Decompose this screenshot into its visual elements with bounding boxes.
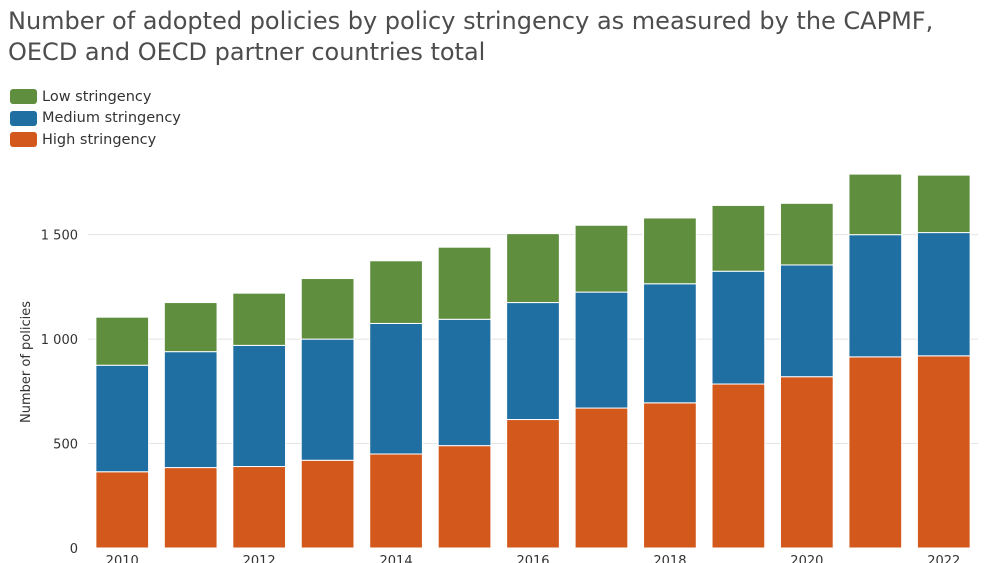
bar-segment[interactable] — [574, 224, 629, 293]
bar-group-2011 — [163, 302, 218, 549]
bar-segment[interactable] — [779, 202, 834, 266]
bar-group-2019 — [711, 204, 766, 549]
x-tick-label: 2016 — [516, 554, 549, 563]
bar-group-2021 — [848, 173, 903, 549]
y-axis-title: Number of policies — [19, 301, 34, 423]
x-tick-label: 2020 — [790, 554, 823, 563]
bar-segment[interactable] — [232, 292, 287, 346]
bar-segment[interactable] — [95, 316, 150, 366]
bar-group-2018 — [643, 217, 697, 549]
bar-segment[interactable] — [437, 246, 492, 320]
bar-group-2013 — [300, 278, 355, 549]
bar-segment[interactable] — [506, 419, 560, 549]
bar-segment[interactable] — [506, 302, 560, 421]
bars — [95, 173, 971, 549]
bar-segment[interactable] — [643, 283, 697, 404]
bar-segment[interactable] — [369, 453, 423, 549]
bar-segment[interactable] — [916, 232, 971, 357]
legend-label-medium: Medium stringency — [42, 110, 181, 127]
bar-segment[interactable] — [574, 407, 629, 549]
bar-segment[interactable] — [300, 459, 355, 549]
bar-segment[interactable] — [848, 173, 903, 236]
bar-group-2017 — [574, 224, 629, 549]
bar-segment[interactable] — [848, 234, 903, 358]
bar-segment[interactable] — [506, 233, 560, 304]
bar-segment[interactable] — [848, 356, 903, 549]
bar-segment[interactable] — [163, 467, 218, 549]
legend-label-high: High stringency — [42, 131, 157, 148]
bar-segment[interactable] — [232, 466, 287, 549]
bar-segment[interactable] — [300, 278, 355, 340]
y-tick-label: 0 — [70, 542, 78, 557]
x-tick-label: 2018 — [653, 554, 686, 563]
bar-group-2014 — [369, 260, 423, 549]
bar-group-2020 — [779, 202, 834, 549]
bar-group-2012 — [232, 292, 287, 549]
legend-swatch-medium — [10, 110, 37, 126]
legend-swatch-high — [10, 132, 37, 148]
bar-group-2015 — [437, 246, 492, 549]
bar-segment[interactable] — [437, 318, 492, 447]
bar-segment[interactable] — [437, 445, 492, 549]
chart-title: Number of adopted policies by policy str… — [8, 7, 934, 66]
bar-segment[interactable] — [95, 364, 150, 473]
bar-segment[interactable] — [163, 351, 218, 469]
bar-segment[interactable] — [643, 402, 697, 549]
bar-segment[interactable] — [163, 302, 218, 353]
bar-segment[interactable] — [300, 338, 355, 461]
bar-segment[interactable] — [711, 383, 766, 549]
legend-swatch-low — [10, 89, 37, 105]
bar-segment[interactable] — [95, 471, 150, 549]
x-tick-label: 2022 — [927, 554, 960, 563]
bar-segment[interactable] — [779, 376, 834, 549]
bar-segment[interactable] — [916, 355, 971, 549]
bar-segment[interactable] — [369, 260, 423, 324]
y-tick-label: 500 — [53, 438, 78, 453]
legend-label-low: Low stringency — [42, 88, 152, 105]
bar-segment[interactable] — [643, 217, 697, 285]
legend-item-high[interactable]: High stringency — [10, 129, 181, 151]
x-tick-label: 2010 — [106, 554, 139, 563]
bar-group-2016 — [506, 233, 560, 549]
bar-group-2010 — [95, 316, 150, 549]
axes: 0 500 1 000 1 500 2010 2012 2014 2016 2018 2020 20… — [41, 229, 961, 563]
bar-segment[interactable] — [779, 264, 834, 378]
legend-item-medium[interactable]: Medium stringency — [10, 108, 181, 130]
bar-segment[interactable] — [711, 204, 766, 272]
bar-segment[interactable] — [916, 174, 971, 234]
chart-legend: Low stringency Medium stringency High st… — [10, 86, 181, 151]
bar-group-2022 — [916, 174, 971, 549]
bar-segment[interactable] — [369, 322, 423, 455]
legend-item-low[interactable]: Low stringency — [10, 86, 181, 108]
bar-segment[interactable] — [232, 344, 287, 468]
bar-segment[interactable] — [574, 291, 629, 409]
bar-segment[interactable] — [711, 270, 766, 385]
x-tick-label: 2012 — [243, 554, 276, 563]
y-tick-label: 1 500 — [41, 229, 78, 244]
y-tick-label: 1 000 — [41, 333, 78, 348]
x-tick-label: 2014 — [380, 554, 413, 563]
